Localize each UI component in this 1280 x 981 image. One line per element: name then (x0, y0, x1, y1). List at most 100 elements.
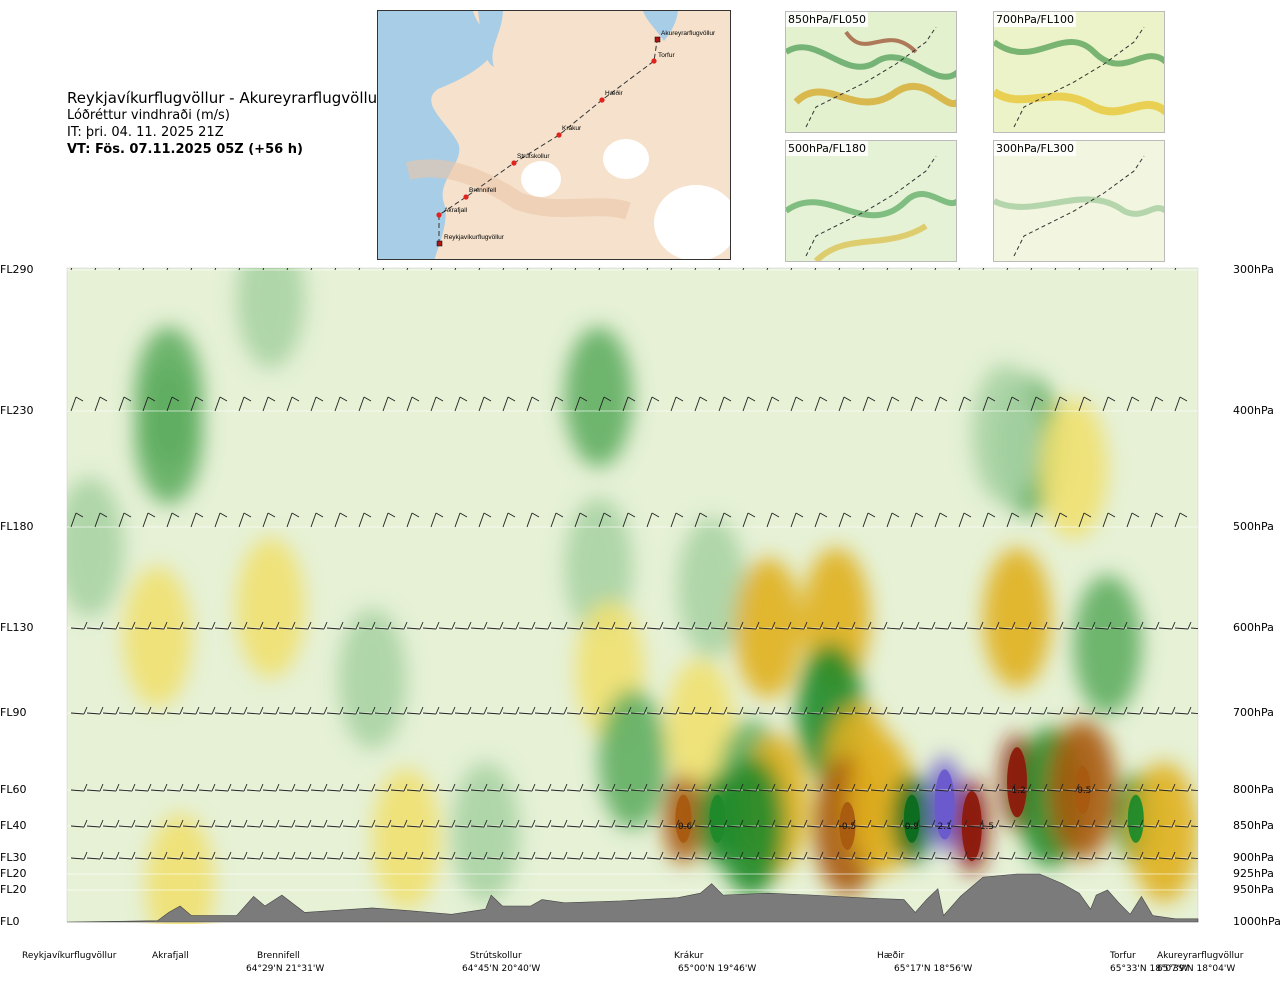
wind-barb (598, 706, 616, 715)
wind-barb (470, 783, 488, 792)
barb-flag (1075, 819, 1080, 828)
wind-barb (214, 621, 232, 630)
barb-flag (579, 851, 584, 860)
barb-flag (755, 819, 760, 828)
barb-staff (166, 512, 173, 528)
barb-flag (1131, 396, 1140, 402)
barb-flag (196, 256, 203, 260)
wind-barb (1030, 706, 1048, 715)
thumbnail-700hpa[interactable]: 700hPa/FL100 (993, 11, 1165, 133)
fjord (478, 11, 503, 67)
wind-barb (550, 621, 568, 630)
barb-flag (435, 851, 440, 860)
wind-barb (230, 621, 248, 630)
barb-staff (1014, 627, 1029, 630)
barb-staff (918, 712, 933, 715)
wind-barb (1078, 621, 1096, 630)
barb-staff (342, 857, 357, 860)
barb-flag (83, 621, 88, 630)
barb-staff (150, 712, 165, 715)
barb-flag (483, 851, 488, 860)
barb-flag (419, 621, 424, 630)
barb-staff (822, 627, 837, 630)
barb-staff (70, 512, 77, 528)
wind-barb (118, 621, 136, 630)
barb-flag (604, 256, 611, 260)
barb-flag (75, 512, 84, 518)
wind-barb (646, 819, 664, 828)
velocity-cell (564, 326, 633, 467)
barb-staff (1014, 857, 1029, 860)
wind-barb (1190, 712, 1198, 714)
wind-barb (598, 396, 612, 412)
barb-staff (342, 789, 357, 792)
barb-staff (886, 789, 901, 792)
wind-barb (134, 706, 152, 715)
wind-barb (166, 706, 184, 715)
wind-barb (998, 851, 1016, 860)
map-label-krakur: Krákur (562, 125, 582, 132)
wind-barb (358, 851, 376, 860)
wind-barb (646, 783, 664, 792)
barb-flag (243, 396, 252, 402)
barb-flag (675, 512, 684, 518)
barb-flag (691, 706, 696, 715)
location-name: Torfur (1110, 951, 1136, 961)
barb-staff (326, 712, 341, 715)
barb-staff (118, 396, 125, 412)
thumbnail-300hpa-label: 300hPa/FL300 (994, 141, 1077, 156)
wind-barb (662, 819, 680, 828)
barb-flag (819, 621, 824, 630)
barb-flag (1059, 396, 1068, 402)
location-coord: 65°39'N 18°04'W (1157, 964, 1236, 974)
barb-flag (483, 512, 492, 518)
barb-staff (502, 789, 517, 792)
barb-staff (1158, 789, 1173, 792)
barb-flag (371, 783, 376, 792)
barb-flag (292, 256, 299, 260)
barb-flag (867, 706, 872, 715)
barb-staff (646, 512, 653, 528)
barb-flag (419, 819, 424, 828)
wind-barb (1006, 512, 1020, 528)
wind-barb (742, 783, 760, 792)
barb-flag (1156, 256, 1163, 260)
barb-flag (499, 706, 504, 715)
barb-staff (1030, 512, 1037, 528)
barb-staff (118, 857, 133, 860)
wind-barb (998, 819, 1016, 828)
barb-staff (742, 712, 757, 715)
barb-staff (518, 789, 533, 792)
velocity-cell (1073, 575, 1142, 715)
barb-flag (355, 621, 360, 630)
barb-staff (1174, 857, 1189, 860)
barb-flag (388, 256, 395, 260)
barb-staff (982, 825, 997, 828)
wind-barb (918, 621, 936, 630)
barb-flag (484, 256, 491, 260)
wind-barb (582, 783, 600, 792)
barb-flag (403, 706, 408, 715)
barb-flag (963, 621, 968, 630)
wind-barb (742, 396, 756, 412)
barb-flag (371, 851, 376, 860)
barb-flag (435, 819, 440, 828)
velocity-core (903, 794, 920, 843)
thumbnail-300hpa[interactable]: 300hPa/FL300 (993, 140, 1165, 262)
wind-barb (662, 783, 680, 792)
barb-flag (915, 512, 924, 518)
route-map: Akureyrarflugvöllur Torfur Hæðir Krákur … (377, 10, 731, 260)
barb-flag (1027, 851, 1032, 860)
barb-flag (795, 396, 804, 402)
velocity-cell (338, 609, 407, 749)
barb-staff (214, 857, 229, 860)
barb-staff (814, 512, 821, 528)
wind-barb (454, 783, 472, 792)
barb-staff (774, 825, 789, 828)
barb-flag (747, 396, 756, 402)
wind-barb (886, 783, 904, 792)
thumbnail-500hpa[interactable]: 500hPa/FL180 (785, 140, 957, 262)
barb-staff (150, 825, 165, 828)
thumbnail-850hpa[interactable]: 850hPa/FL050 (785, 11, 957, 133)
barb-flag (819, 706, 824, 715)
